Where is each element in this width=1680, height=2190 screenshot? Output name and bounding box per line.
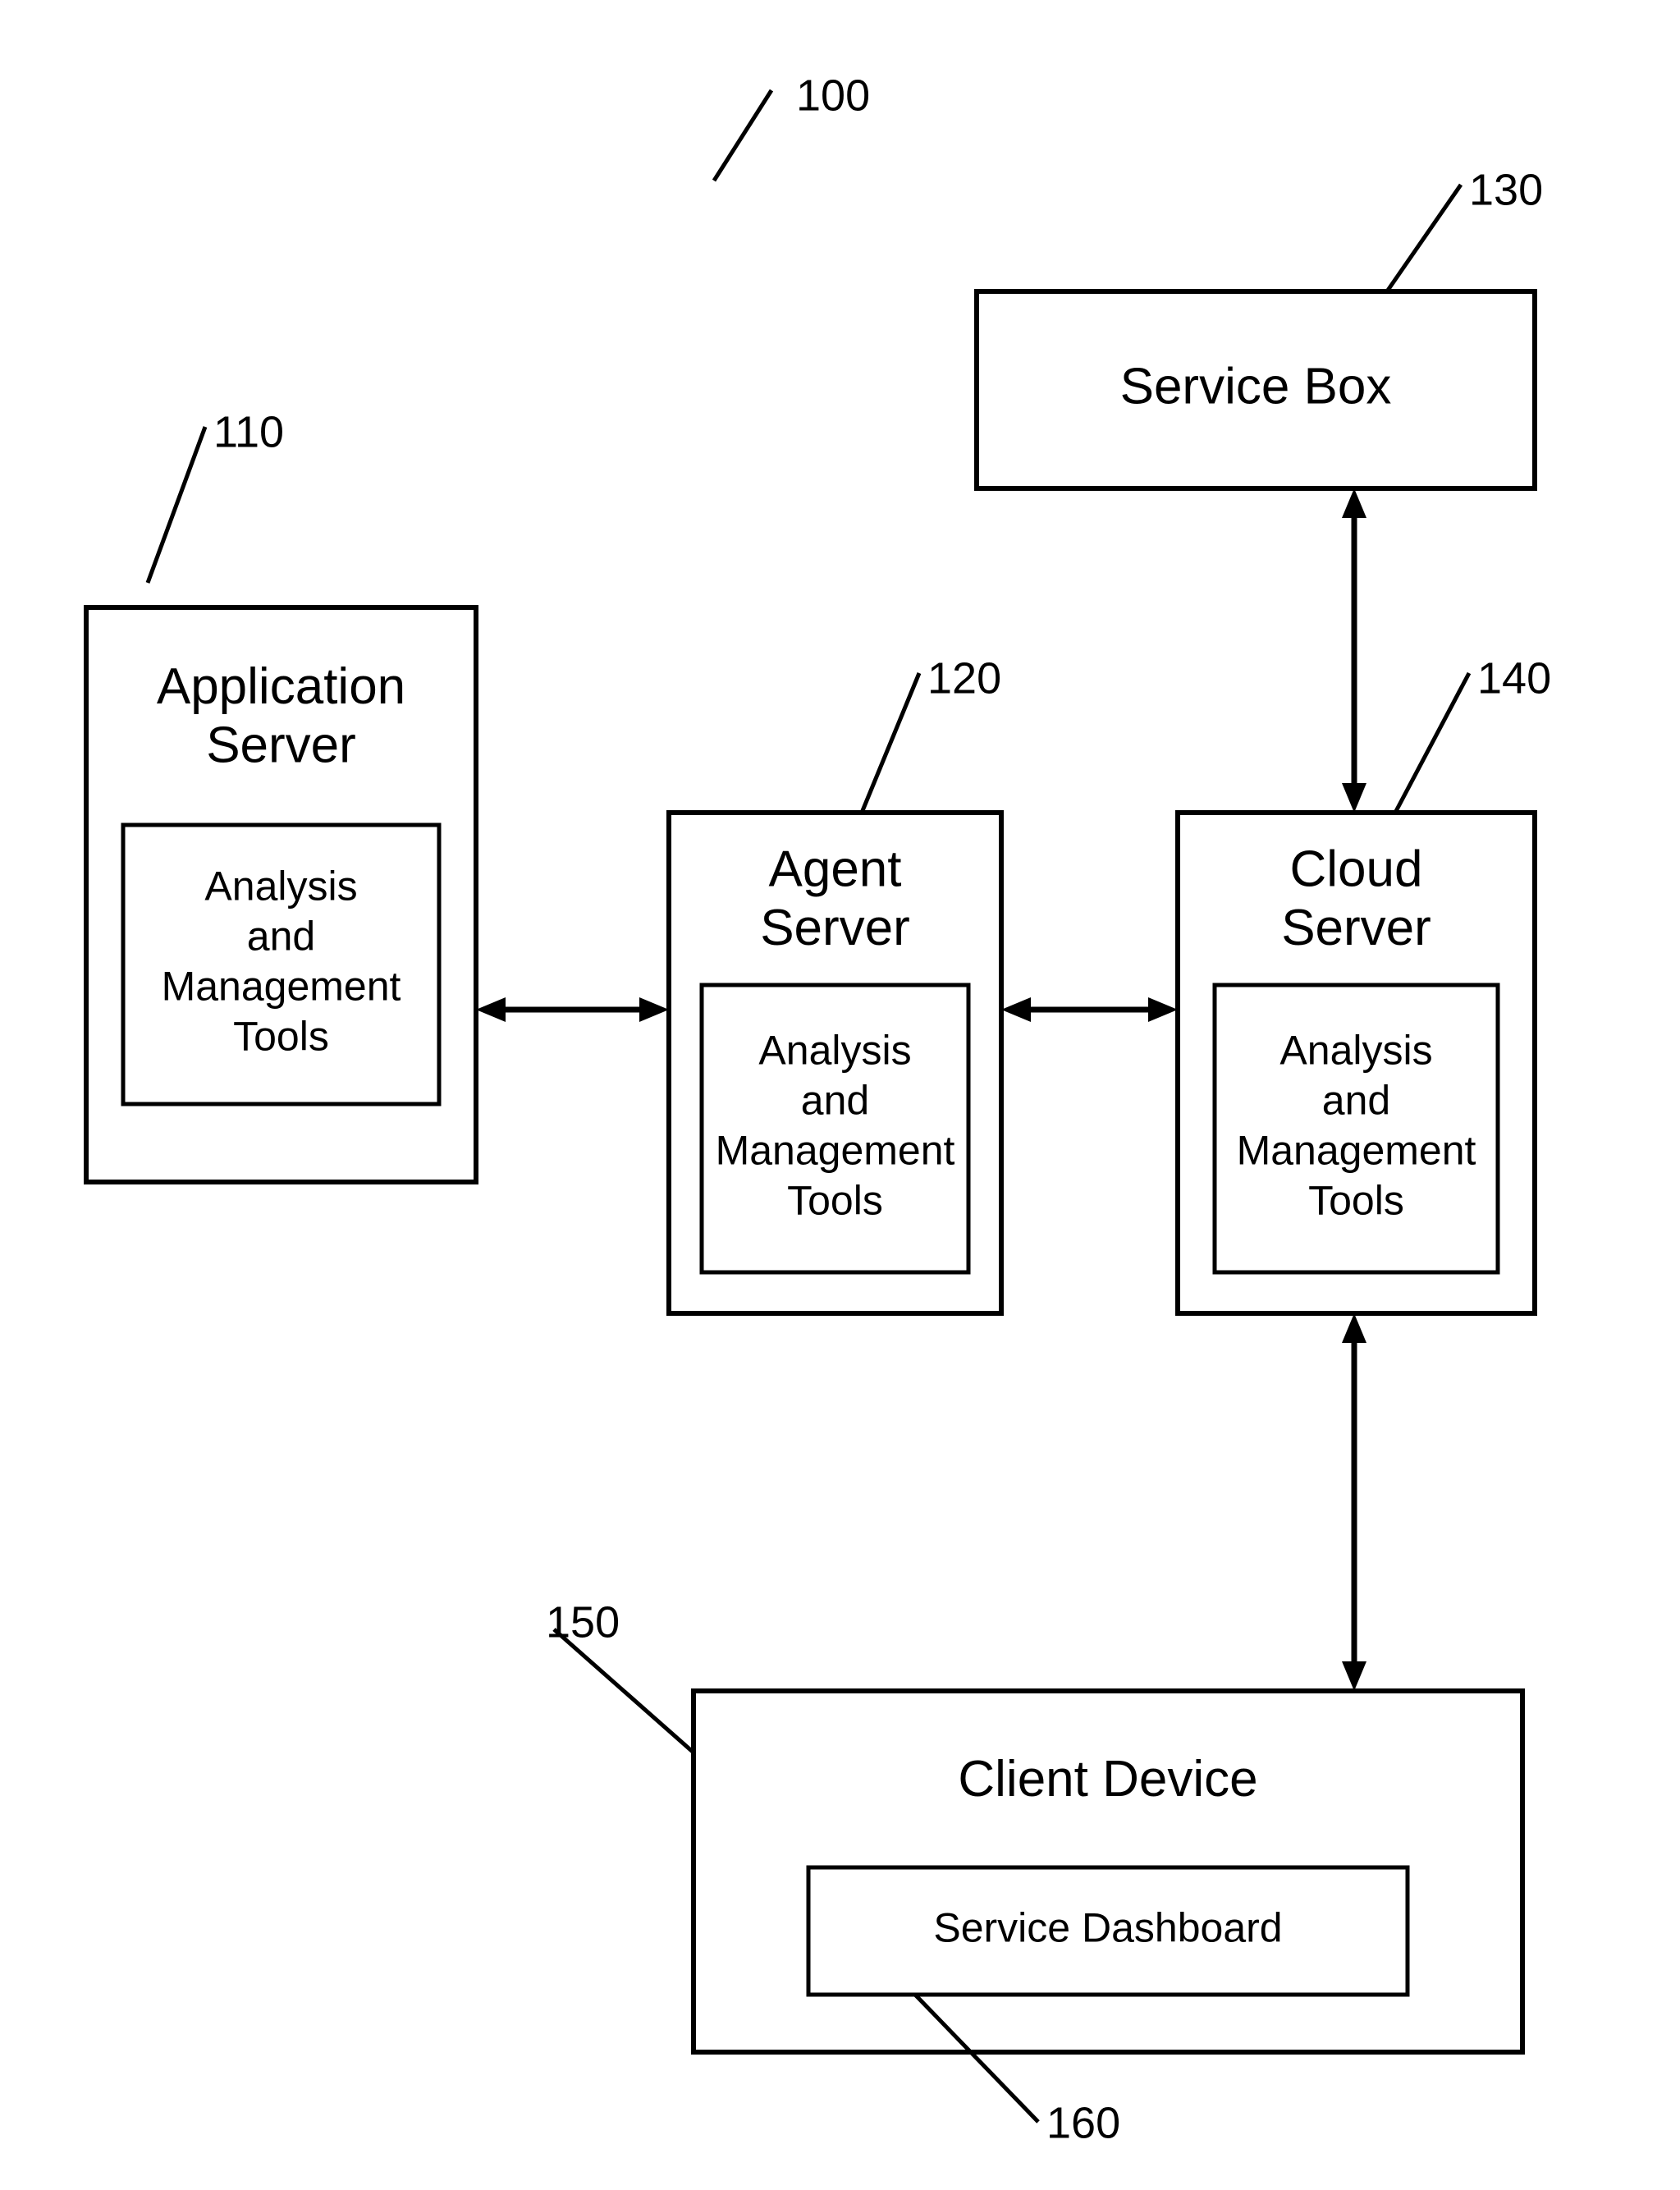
service_box-title-line-0: Service Box — [1120, 358, 1392, 415]
ref-leader-client_dev — [554, 1629, 694, 1752]
agent_server-inner-line-1: and — [801, 1078, 869, 1124]
arrowhead — [639, 997, 669, 1022]
cloud_server-title-line-1: Server — [1281, 900, 1431, 956]
ref-label-app_server: 110 — [213, 407, 284, 456]
arrowhead — [1342, 1661, 1366, 1691]
ref-leader-diagram — [714, 90, 771, 181]
arrowhead — [1001, 997, 1031, 1022]
cloud_server-inner-line-1: and — [1322, 1078, 1390, 1124]
arrowhead — [1148, 997, 1178, 1022]
app_server-inner-line-1: and — [247, 914, 315, 960]
arrowhead — [1342, 783, 1366, 813]
ref-label-cloud_server: 140 — [1477, 653, 1551, 703]
client_device-inner-line-0: Service Dashboard — [933, 1905, 1282, 1951]
arrowhead — [1342, 1313, 1366, 1343]
app_server-title-line-1: Server — [206, 717, 356, 774]
cloud_server-inner-line-3: Tools — [1308, 1178, 1404, 1224]
app_server-inner-line-0: Analysis — [204, 864, 357, 909]
agent_server-inner-line-0: Analysis — [758, 1028, 911, 1074]
agent_server-title-line-1: Server — [760, 900, 910, 956]
ref-label-dashboard: 160 — [1046, 2098, 1120, 2147]
cloud_server-title-line-0: Cloud — [1290, 841, 1423, 898]
ref-leader-cloud_server — [1395, 673, 1469, 813]
arrowhead — [1342, 488, 1366, 518]
ref-label-agent_server: 120 — [927, 653, 1001, 703]
ref-leader-agent_server — [862, 673, 919, 813]
ref-leader-service_box — [1387, 185, 1461, 291]
cloud_server-inner-line-0: Analysis — [1279, 1028, 1432, 1074]
ref-leader-app_server — [148, 427, 205, 583]
arrowhead — [476, 997, 506, 1022]
ref-label-client_dev: 150 — [546, 1597, 620, 1647]
app_server-title-line-0: Application — [157, 658, 405, 715]
client_device-title-line-0: Client Device — [958, 1751, 1257, 1807]
agent_server-inner-line-3: Tools — [787, 1178, 883, 1224]
ref-label-service_box: 130 — [1469, 165, 1543, 214]
agent_server-title-line-0: Agent — [768, 841, 901, 898]
ref-label-diagram: 100 — [796, 71, 870, 120]
agent_server-inner-line-2: Management — [716, 1128, 955, 1174]
app_server-inner-line-2: Management — [162, 964, 401, 1010]
app_server-inner-line-3: Tools — [233, 1014, 329, 1060]
cloud_server-inner-line-2: Management — [1237, 1128, 1476, 1174]
